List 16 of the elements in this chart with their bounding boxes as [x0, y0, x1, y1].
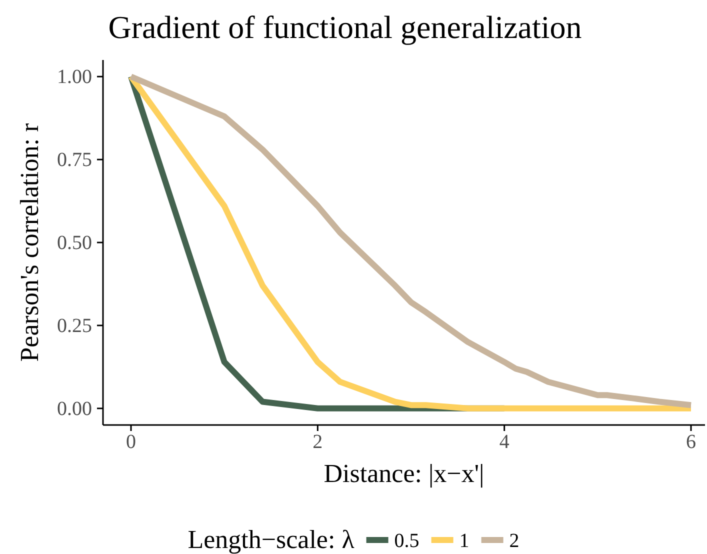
x-tick-label: 2	[312, 431, 323, 454]
y-tick-label: 0.25	[57, 314, 92, 337]
y-tick-label: 0.75	[57, 148, 92, 171]
x-tick-label: 6	[686, 431, 696, 454]
x-tick-label: 0	[126, 431, 136, 454]
legend-title: Length−scale: λ	[188, 525, 355, 554]
legend-label: 2	[509, 530, 520, 552]
y-tick-label: 1.00	[57, 66, 92, 88]
chart-title: Gradient of functional generalization	[108, 9, 582, 45]
y-tick-label: 0.50	[57, 232, 92, 254]
legend-label: 0.5	[394, 530, 420, 552]
y-axis-title: Pearson's correlation: r	[15, 122, 44, 362]
x-tick-label: 4	[499, 431, 510, 454]
legend-label: 1	[459, 530, 470, 552]
y-tick-label: 0.00	[57, 398, 92, 420]
x-axis-title: Distance: |x−x'|	[324, 459, 484, 488]
